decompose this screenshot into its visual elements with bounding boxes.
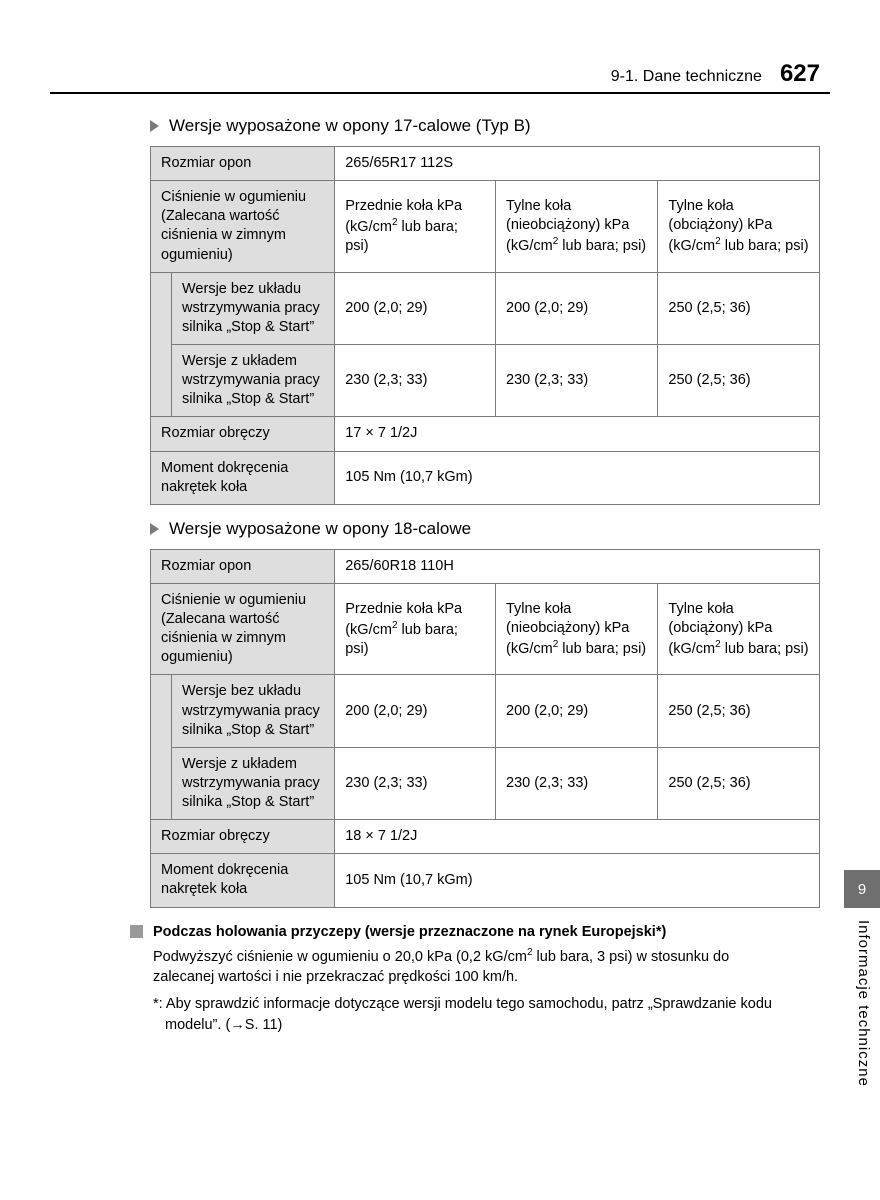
col-rear-loaded: Tylne koła (obciążony) kPa (kG/cm2 lub b… <box>658 181 820 273</box>
cell: 230 (2,3; 33) <box>496 747 658 819</box>
row-stopstart-label: Wersje z układem wstrzymywania pracy sil… <box>172 747 335 819</box>
row-no-stopstart-label: Wersje bez układu wstrzymywania pracy si… <box>172 675 335 747</box>
note-heading: Podczas holowania przyczepy (wersje prze… <box>130 922 790 943</box>
page-number: 627 <box>780 60 820 88</box>
chapter-label: Informacje techniczne <box>855 920 872 1087</box>
triangle-icon <box>150 120 159 132</box>
chapter-number: 9 <box>858 881 866 898</box>
page: 9-1. Dane techniczne 627 Wersje wyposażo… <box>0 0 880 1200</box>
note-body: Podwyższyć ciśnienie w ogumieniu o 20,0 … <box>153 946 790 988</box>
wheel-label: Rozmiar obręczy <box>151 417 335 451</box>
col-front: Przednie koła kPa (kG/cm2 lub bara; psi) <box>335 181 496 273</box>
tire-size-value: 265/65R17 112S <box>335 147 820 181</box>
subheading-18inch: Wersje wyposażone w opony 18-calowe <box>150 519 820 539</box>
col-rear-unloaded: Tylne koła (nieobciążony) kPa (kG/cm2 lu… <box>496 181 658 273</box>
cell: 200 (2,0; 29) <box>335 272 496 344</box>
cell: 230 (2,3; 33) <box>496 345 658 417</box>
wheel-value: 18 × 7 1/2J <box>335 820 820 854</box>
chapter-tab: 9 <box>844 870 880 908</box>
wheel-label: Rozmiar obręczy <box>151 820 335 854</box>
cell: 250 (2,5; 36) <box>658 747 820 819</box>
tire-size-label: Rozmiar opon <box>151 549 335 583</box>
triangle-icon <box>150 523 159 535</box>
page-header: 9-1. Dane techniczne 627 <box>50 60 830 88</box>
cell: 250 (2,5; 36) <box>658 345 820 417</box>
wheel-value: 17 × 7 1/2J <box>335 417 820 451</box>
indent-cell <box>151 272 172 417</box>
cell: 230 (2,3; 33) <box>335 345 496 417</box>
pressure-label: Ciśnienie w ogumieniu (Zalecana wartość … <box>151 181 335 273</box>
square-icon <box>130 925 143 938</box>
cell: 250 (2,5; 36) <box>658 675 820 747</box>
subheading-17inch: Wersje wyposażone w opony 17-calowe (Typ… <box>150 116 820 136</box>
header-rule <box>50 92 830 94</box>
tire-size-value: 265/60R18 110H <box>335 549 820 583</box>
subheading-text: Wersje wyposażone w opony 18-calowe <box>169 519 471 539</box>
pressure-label: Ciśnienie w ogumieniu (Zalecana wartość … <box>151 583 335 675</box>
row-no-stopstart-label: Wersje bez układu wstrzymywania pracy si… <box>172 272 335 344</box>
note-heading-text: Podczas holowania przyczepy (wersje prze… <box>153 922 666 943</box>
torque-value: 105 Nm (10,7 kGm) <box>335 854 820 907</box>
cell: 200 (2,0; 29) <box>496 272 658 344</box>
cell: 200 (2,0; 29) <box>335 675 496 747</box>
note-footnote: *: Aby sprawdzić informacje dotyczące we… <box>153 994 790 1035</box>
col-front: Przednie koła kPa (kG/cm2 lub bara; psi) <box>335 583 496 675</box>
content: Wersje wyposażone w opony 17-calowe (Typ… <box>50 116 830 908</box>
table-18inch: Rozmiar opon 265/60R18 110H Ciśnienie w … <box>150 549 820 908</box>
cell: 230 (2,3; 33) <box>335 747 496 819</box>
row-stopstart-label: Wersje z układem wstrzymywania pracy sil… <box>172 345 335 417</box>
indent-cell <box>151 675 172 820</box>
torque-value: 105 Nm (10,7 kGm) <box>335 451 820 504</box>
col-rear-unloaded: Tylne koła (nieobciążony) kPa (kG/cm2 lu… <box>496 583 658 675</box>
cell: 200 (2,0; 29) <box>496 675 658 747</box>
col-rear-loaded: Tylne koła (obciążony) kPa (kG/cm2 lub b… <box>658 583 820 675</box>
notes-section: Podczas holowania przyczepy (wersje prze… <box>50 922 830 1036</box>
torque-label: Moment dokręcenia nakrętek koła <box>151 451 335 504</box>
torque-label: Moment dokręcenia nakrętek koła <box>151 854 335 907</box>
subheading-text: Wersje wyposażone w opony 17-calowe (Typ… <box>169 116 531 136</box>
cell: 250 (2,5; 36) <box>658 272 820 344</box>
tire-size-label: Rozmiar opon <box>151 147 335 181</box>
table-17inch: Rozmiar opon 265/65R17 112S Ciśnienie w … <box>150 146 820 505</box>
section-label: 9-1. Dane techniczne <box>611 68 762 86</box>
